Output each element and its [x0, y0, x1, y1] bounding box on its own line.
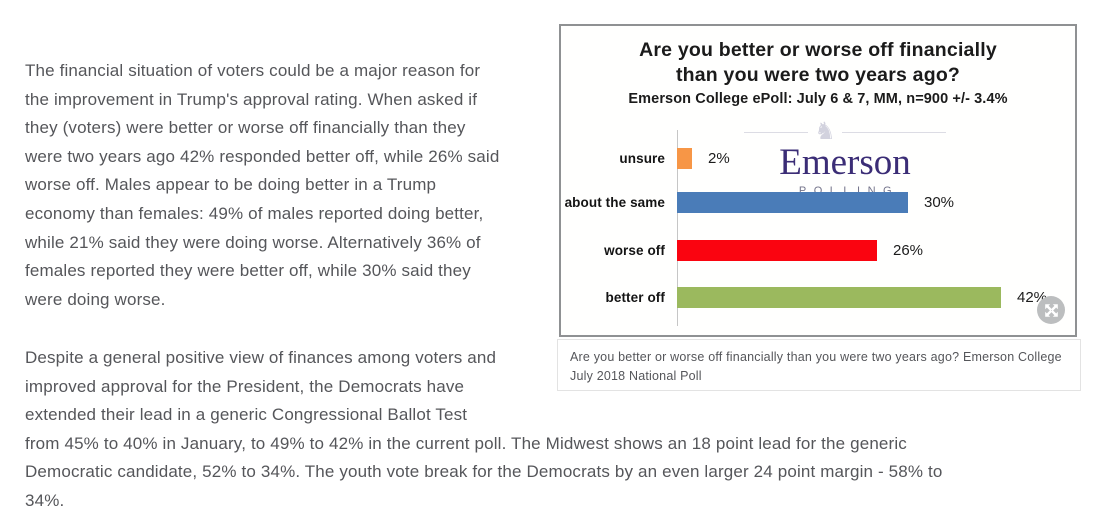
- text-line: were two years ago 42% responded better …: [25, 146, 500, 166]
- category-label: about the same: [564, 194, 665, 210]
- value-label: 2%: [708, 149, 730, 167]
- text-line: females reported they were better off, w…: [25, 261, 471, 281]
- paragraph-financial-situation: The financial situation of voters could …: [25, 57, 499, 314]
- text-line: Democratic candidate, 52% to 34%. The yo…: [25, 462, 943, 482]
- bar-row-better-off: better off 42%: [561, 286, 1047, 308]
- chart-title-line: than you were two years ago?: [675, 64, 961, 86]
- chart-subtitle: Emerson College ePoll: July 6 & 7, MM, n…: [628, 91, 1008, 107]
- bar-worse-off: [677, 239, 877, 261]
- text-line: were doing worse.: [25, 289, 166, 309]
- bar-about-the-same: [677, 191, 908, 213]
- lion-crest-icon: ♞: [814, 118, 836, 145]
- category-label: worse off: [604, 242, 665, 258]
- chart-title: Are you better or worse off financially …: [603, 38, 1033, 88]
- text-line: extended their lead in a generic Congres…: [25, 405, 468, 425]
- value-label: 30%: [924, 193, 955, 211]
- text-line: the improvement in Trump's approval rati…: [25, 89, 478, 109]
- value-label: 26%: [893, 241, 924, 259]
- poll-chart-figure: Are you better or worse off financially …: [559, 24, 1077, 337]
- logo-wordmark: Emerson: [779, 142, 911, 183]
- text-line: they (voters) were better or worse off f…: [25, 118, 466, 138]
- text-line: economy than females: 49% of males repor…: [25, 203, 484, 223]
- category-label: unsure: [619, 150, 665, 166]
- emerson-polling-logo: ♞ Emerson POLLING: [695, 120, 995, 197]
- logo-crest-row: ♞: [695, 120, 995, 144]
- bar-unsure: [677, 147, 692, 169]
- text-line: Despite a general positive view of finan…: [25, 348, 497, 367]
- crest-rule-right: [841, 131, 946, 133]
- text-line: worse off. Males appear to be doing bett…: [25, 175, 437, 195]
- category-label: better off: [605, 289, 665, 305]
- paragraph-ballot-test: Despite a general positive view of finan…: [25, 344, 942, 516]
- bar-row-unsure: unsure 2%: [561, 147, 730, 169]
- crest-rule-left: [744, 131, 809, 133]
- figure-caption: Are you better or worse off financially …: [557, 339, 1081, 391]
- expand-image-button[interactable]: [1037, 296, 1065, 324]
- text-line: from 45% to 40% in January, to 49% to 42…: [25, 433, 907, 453]
- bar-row-about-the-same: about the same 30%: [561, 191, 954, 213]
- bar-better-off: [677, 286, 1001, 308]
- text-line: 34%.: [25, 490, 65, 510]
- text-line: while 21% said they were doing worse. Al…: [25, 232, 481, 252]
- chart-title-line: Are you better or worse off financially: [639, 39, 997, 61]
- expand-arrows-icon: [1044, 303, 1059, 318]
- bar-row-worse-off: worse off 26%: [561, 239, 923, 261]
- text-line: improved approval for the President, the…: [25, 376, 465, 396]
- y-axis-line: [677, 130, 678, 326]
- text-line: The financial situation of voters could …: [25, 61, 481, 80]
